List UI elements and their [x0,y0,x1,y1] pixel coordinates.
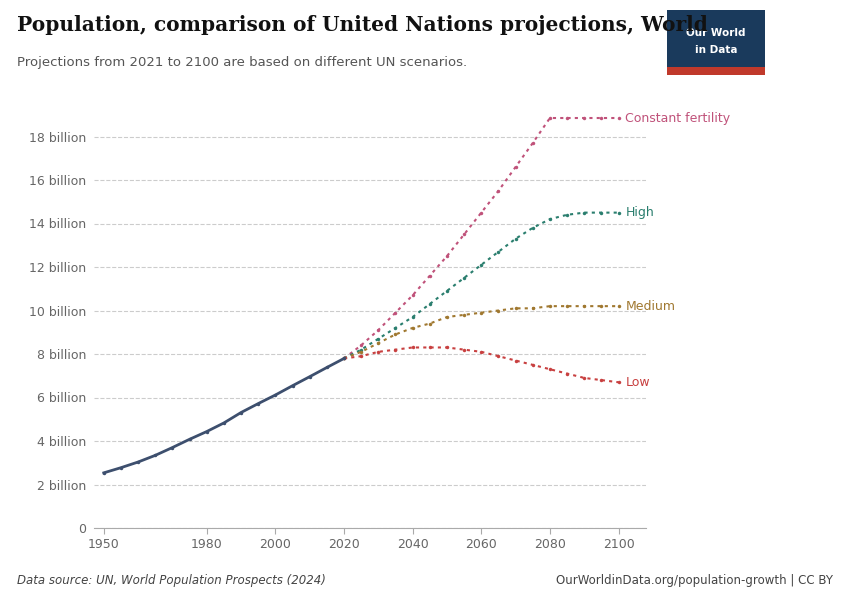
FancyBboxPatch shape [667,67,765,75]
Text: Low: Low [626,376,650,389]
Text: in Data: in Data [694,46,737,55]
Text: Projections from 2021 to 2100 are based on different UN scenarios.: Projections from 2021 to 2100 are based … [17,56,468,69]
Text: Medium: Medium [626,299,676,313]
Text: Constant fertility: Constant fertility [626,112,730,125]
Text: Data source: UN, World Population Prospects (2024): Data source: UN, World Population Prospe… [17,574,326,587]
Text: Population, comparison of United Nations projections, World: Population, comparison of United Nations… [17,15,708,35]
Text: OurWorldinData.org/population-growth | CC BY: OurWorldinData.org/population-growth | C… [556,574,833,587]
Text: Our World: Our World [686,28,746,38]
Text: High: High [626,206,654,219]
